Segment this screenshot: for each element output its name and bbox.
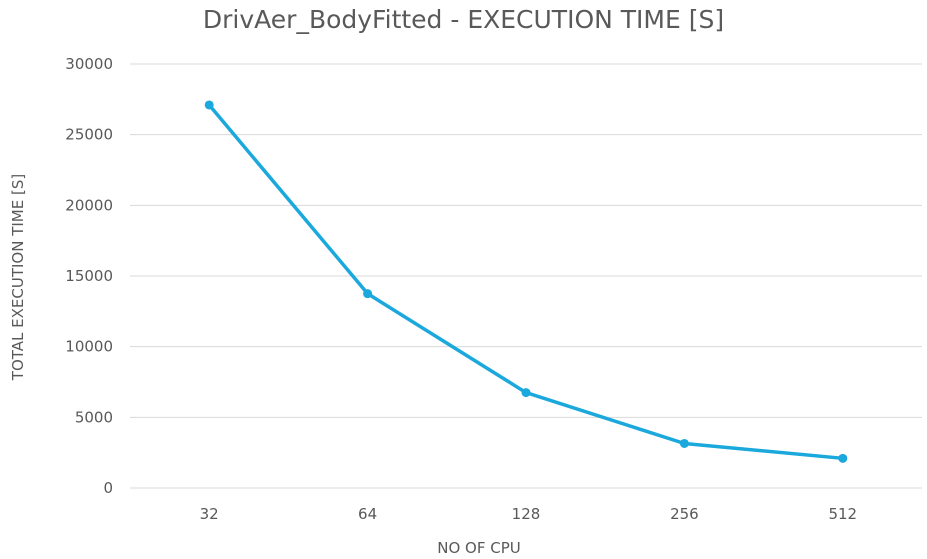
x-axis-title: NO OF CPU: [437, 539, 521, 557]
data-point: [363, 289, 372, 298]
y-tick-label: 10000: [65, 338, 113, 356]
y-axis-ticks: 0 5000 10000 15000 20000 25000 30000: [65, 55, 113, 497]
x-tick-label: 256: [670, 505, 699, 523]
y-tick-label: 5000: [75, 408, 113, 426]
y-tick-label: 20000: [65, 196, 113, 214]
y-tick-label: 25000: [65, 126, 113, 144]
data-point: [522, 388, 531, 397]
x-tick-label: 64: [358, 505, 377, 523]
data-point: [680, 439, 689, 448]
x-tick-label: 128: [512, 505, 541, 523]
gridlines: [130, 64, 922, 488]
y-axis-title: TOTAL EXECUTION TIME [S]: [9, 174, 27, 381]
y-tick-label: 30000: [65, 55, 113, 73]
y-tick-label: 15000: [65, 267, 113, 285]
series-line: [209, 105, 843, 458]
series-layer: [205, 100, 848, 462]
x-tick-label: 32: [200, 505, 219, 523]
data-point: [838, 454, 847, 463]
data-point: [205, 100, 214, 109]
x-axis-ticks: 32 64 128 256 512: [200, 505, 857, 523]
y-tick-label: 0: [103, 479, 113, 497]
x-tick-label: 512: [828, 505, 857, 523]
